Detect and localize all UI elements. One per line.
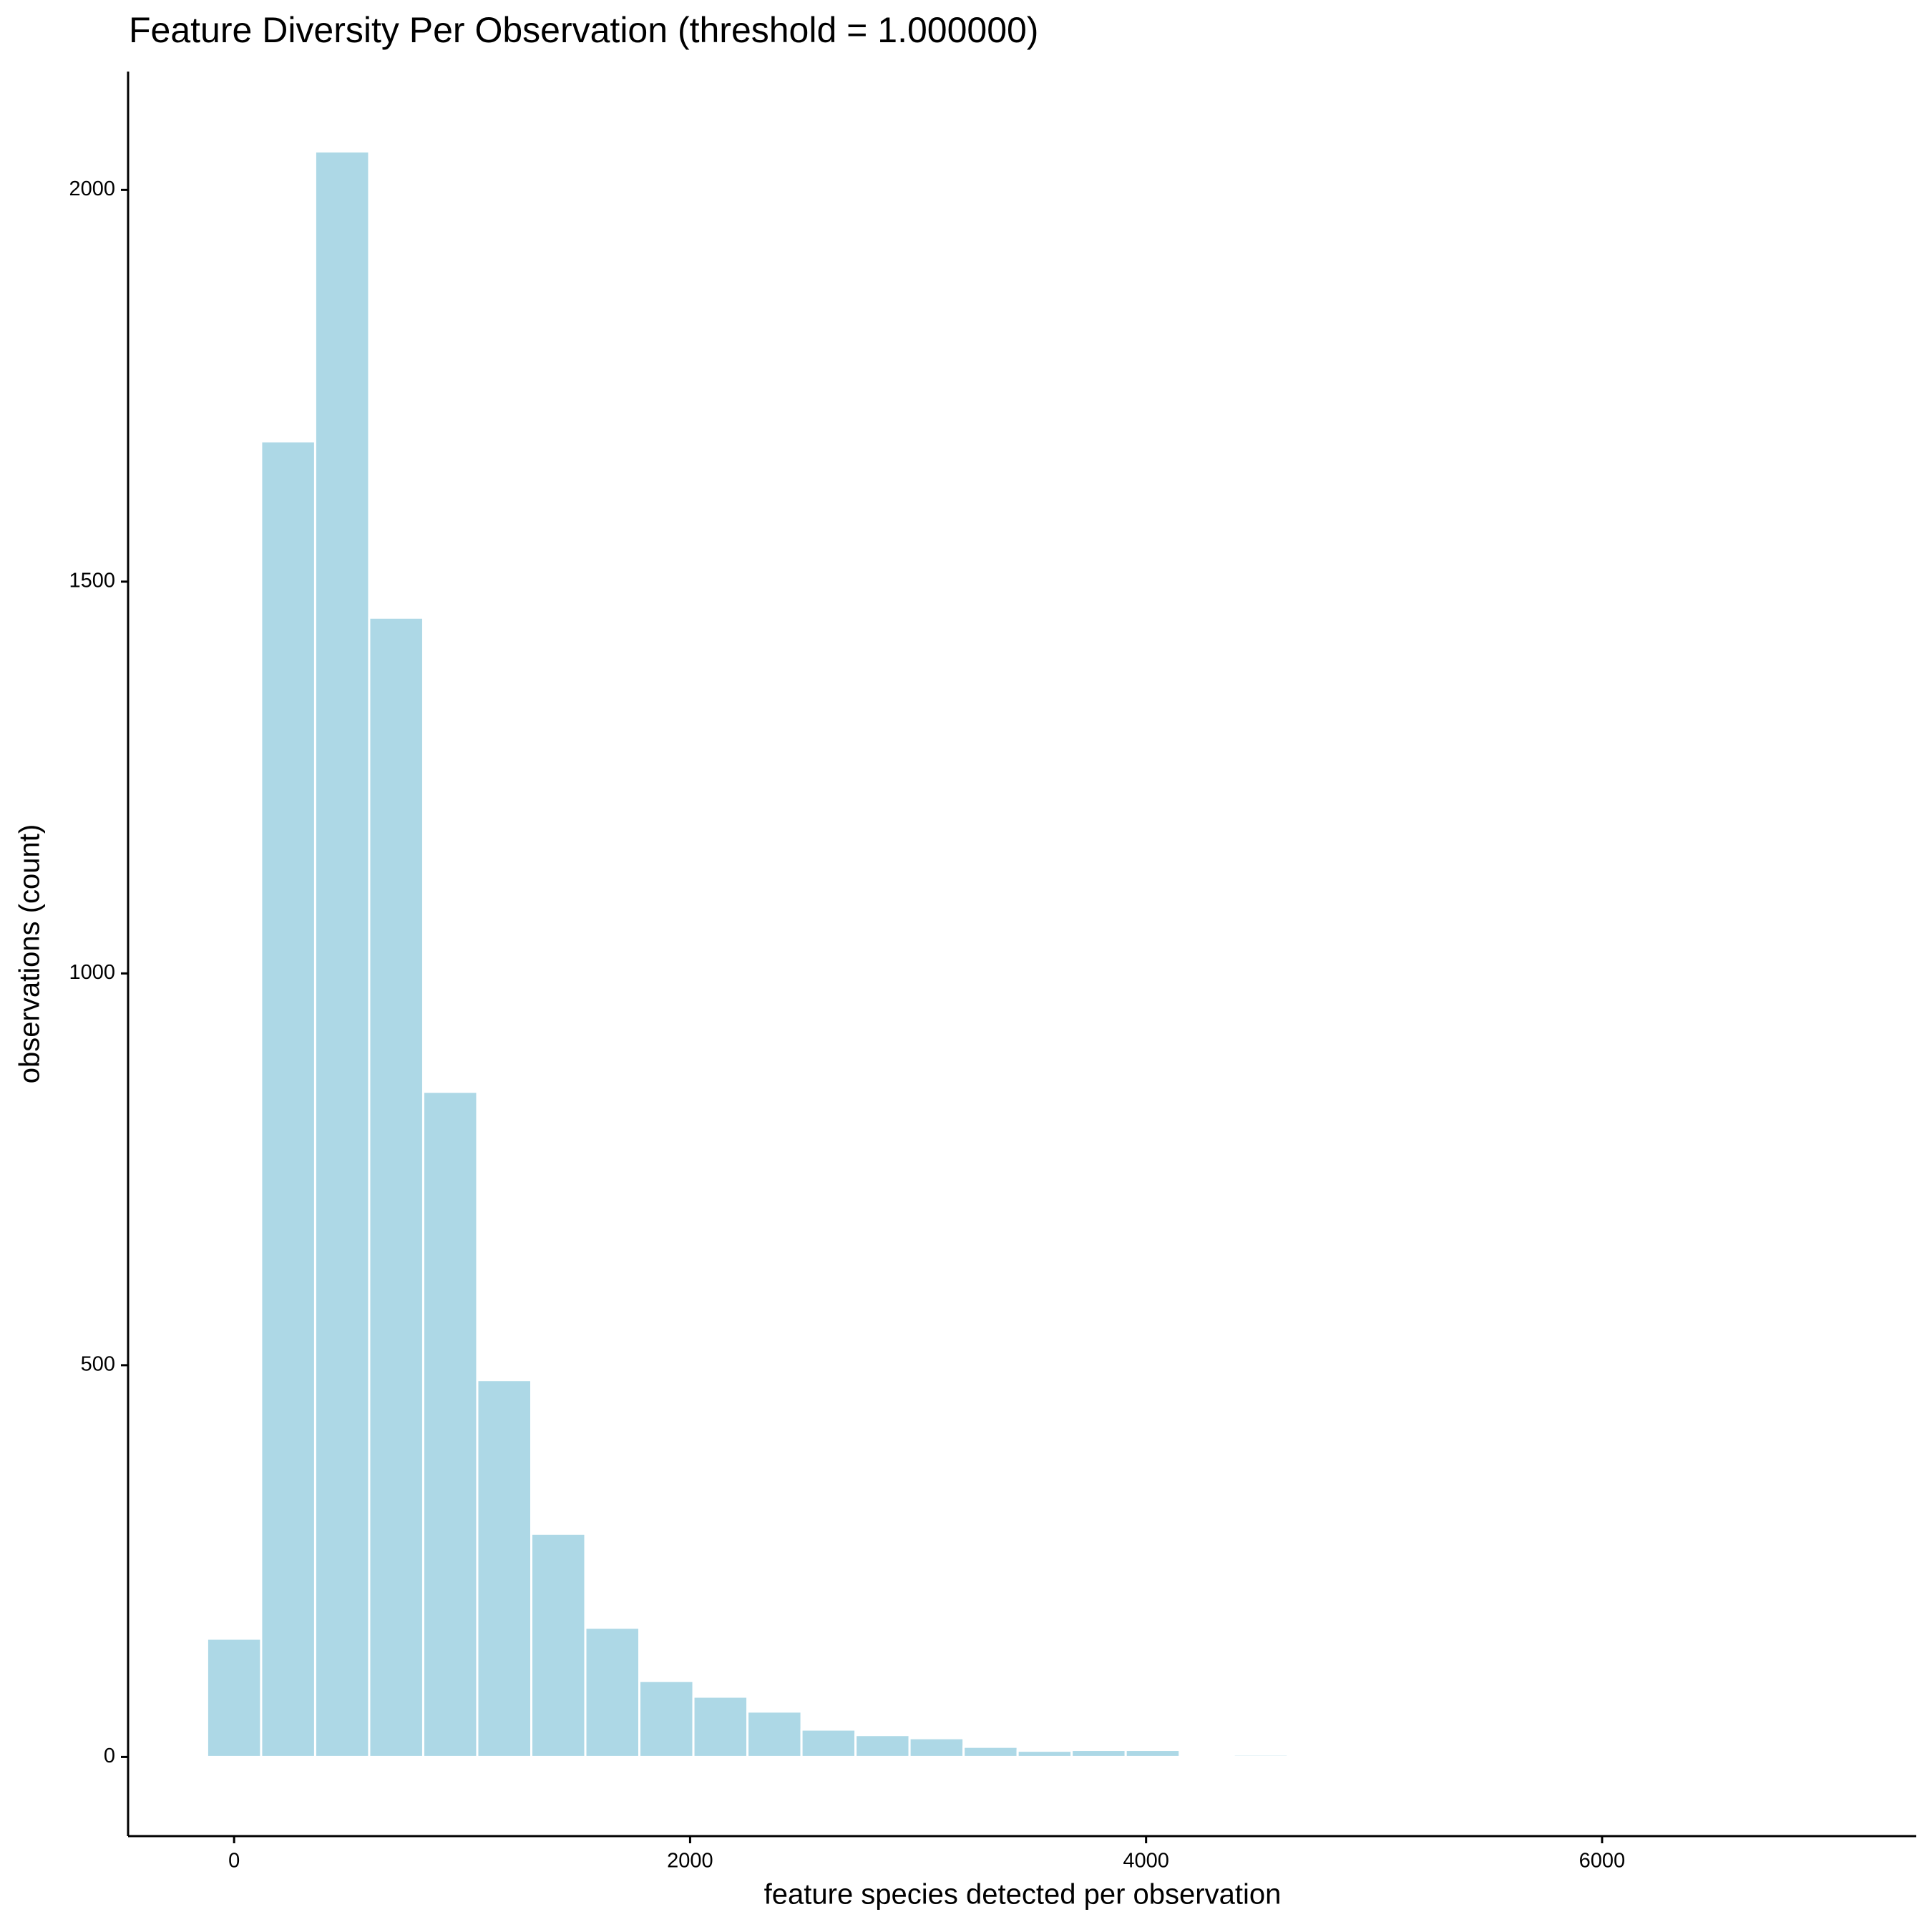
bar: [908, 1737, 965, 1758]
y-tick-label: 2000: [69, 177, 115, 200]
bar: [476, 1379, 532, 1758]
bar: [746, 1710, 803, 1758]
bar: [1070, 1749, 1127, 1758]
bar: [1016, 1750, 1073, 1758]
bar: [1232, 1753, 1289, 1758]
chart-title: Feature Diversity Per Observation (thres…: [129, 10, 1038, 50]
bar: [962, 1745, 1019, 1758]
bar: [692, 1695, 749, 1758]
y-tick-label: 1000: [69, 961, 115, 984]
bar: [530, 1532, 587, 1758]
x-tick-label: 2000: [667, 1850, 713, 1873]
x-tick-label: 4000: [1123, 1850, 1169, 1873]
bar: [638, 1679, 695, 1758]
bar: [368, 616, 424, 1758]
x-tick-label: 6000: [1579, 1850, 1626, 1873]
x-axis-label: feature species detected per observation: [764, 1879, 1282, 1911]
bar: [584, 1626, 641, 1758]
y-tick-label: 0: [104, 1745, 115, 1767]
bar: [205, 1637, 263, 1758]
bar: [421, 1091, 479, 1758]
bar: [800, 1728, 857, 1758]
y-tick-label: 1500: [69, 570, 115, 592]
bar: [1124, 1749, 1181, 1758]
bar: [313, 150, 371, 1758]
bar: [260, 440, 316, 1758]
y-axis-label: observations (count): [14, 824, 46, 1083]
y-tick-label: 500: [81, 1353, 115, 1376]
x-tick-label: 0: [228, 1850, 240, 1873]
bar: [854, 1734, 911, 1758]
